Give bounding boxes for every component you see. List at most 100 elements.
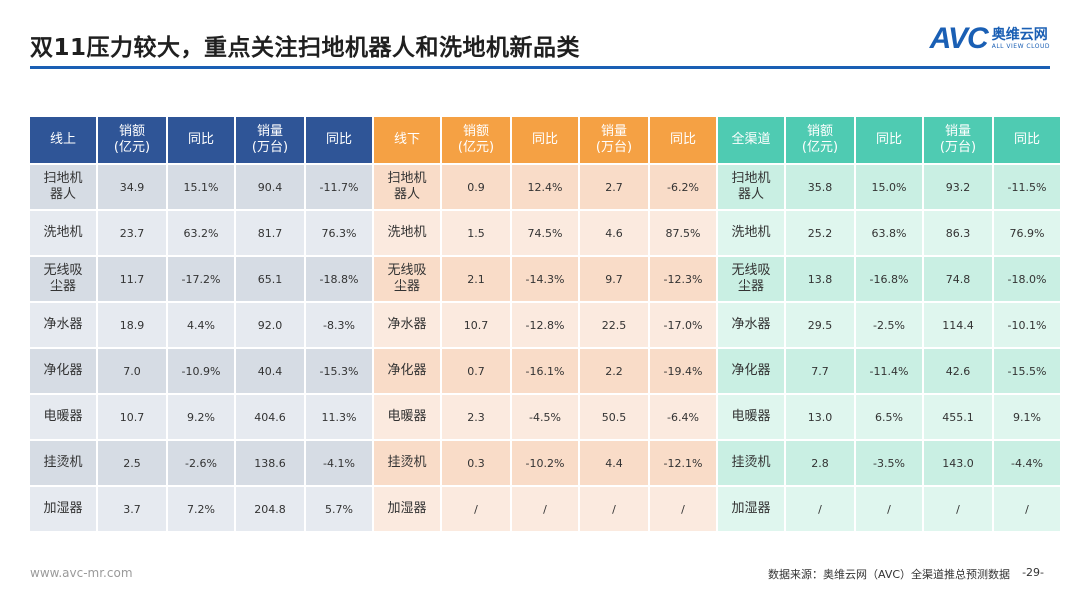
all-volume-cell: 93.2 — [924, 165, 992, 209]
all-amount-yoy-cell: -2.5% — [856, 303, 922, 347]
online-amount-cell: 10.7 — [98, 395, 166, 439]
all-category-cell: 净化器 — [718, 349, 784, 393]
header-offline-volume-yoy: 同比 — [650, 117, 716, 163]
header-online-amount: 销额 (亿元) — [98, 117, 166, 163]
online-volume-cell: 40.4 — [236, 349, 304, 393]
online-volume-cell: 92.0 — [236, 303, 304, 347]
header-all-amount-yoy: 同比 — [856, 117, 922, 163]
header-offline-volume: 销量 (万台) — [580, 117, 648, 163]
offline-volume-cell: 4.6 — [580, 211, 648, 255]
online-volume-yoy-cell: -11.7% — [306, 165, 372, 209]
online-amount-yoy-cell: 15.1% — [168, 165, 234, 209]
online-amount-cell: 11.7 — [98, 257, 166, 301]
offline-amount-yoy-cell: 12.4% — [512, 165, 578, 209]
header-all-volume-yoy: 同比 — [994, 117, 1060, 163]
online-volume-yoy-cell: 76.3% — [306, 211, 372, 255]
offline-amount-cell: 0.7 — [442, 349, 510, 393]
offline-volume-yoy-cell: -6.4% — [650, 395, 716, 439]
all-amount-yoy-cell: -11.4% — [856, 349, 922, 393]
online-amount-yoy-cell: -10.9% — [168, 349, 234, 393]
header-online-volume: 销量 (万台) — [236, 117, 304, 163]
offline-amount-yoy-cell: -14.3% — [512, 257, 578, 301]
title-divider — [30, 66, 1050, 69]
online-amount-yoy-cell: -17.2% — [168, 257, 234, 301]
offline-volume-cell: 9.7 — [580, 257, 648, 301]
website-url: www.avc-mr.com — [30, 566, 133, 580]
offline-volume-cell: 4.4 — [580, 441, 648, 485]
all-category-cell: 电暖器 — [718, 395, 784, 439]
online-volume-yoy-cell: 5.7% — [306, 487, 372, 531]
all-volume-cell: 74.8 — [924, 257, 992, 301]
header-offline-amount: 销额 (亿元) — [442, 117, 510, 163]
online-volume-cell: 138.6 — [236, 441, 304, 485]
online-amount-yoy-cell: 63.2% — [168, 211, 234, 255]
online-category-cell: 净化器 — [30, 349, 96, 393]
offline-amount-cell: 2.3 — [442, 395, 510, 439]
offline-category-cell: 电暖器 — [374, 395, 440, 439]
online-volume-cell: 404.6 — [236, 395, 304, 439]
offline-amount-cell: 10.7 — [442, 303, 510, 347]
header-online-volume-yoy: 同比 — [306, 117, 372, 163]
offline-category-cell: 洗地机 — [374, 211, 440, 255]
all-volume-cell: 114.4 — [924, 303, 992, 347]
online-amount-cell: 23.7 — [98, 211, 166, 255]
all-volume-cell: / — [924, 487, 992, 531]
online-volume-cell: 90.4 — [236, 165, 304, 209]
page-title: 双11压力较大，重点关注扫地机器人和洗地机新品类 — [30, 35, 581, 61]
offline-amount-cell: 2.1 — [442, 257, 510, 301]
offline-category-cell: 挂烫机 — [374, 441, 440, 485]
offline-volume-cell: / — [580, 487, 648, 531]
all-amount-cell: 13.0 — [786, 395, 854, 439]
offline-volume-yoy-cell: -12.1% — [650, 441, 716, 485]
offline-category-cell: 扫地机 器人 — [374, 165, 440, 209]
table-body: 扫地机 器人 34.9 15.1% 90.4 -11.7% 扫地机 器人 0.9 12.4% 2.7… — [30, 165, 1060, 531]
all-amount-cell: 25.2 — [786, 211, 854, 255]
online-volume-cell: 204.8 — [236, 487, 304, 531]
online-category-cell: 挂烫机 — [30, 441, 96, 485]
logo-cn-text: 奥维云网 — [991, 27, 1048, 43]
header-all-amount: 销额 (亿元) — [786, 117, 854, 163]
online-category-cell: 净水器 — [30, 303, 96, 347]
online-amount-yoy-cell: -2.6% — [168, 441, 234, 485]
online-amount-cell: 3.7 — [98, 487, 166, 531]
all-category-cell: 无线吸 尘器 — [718, 257, 784, 301]
table-row: 电暖器 10.7 9.2% 404.6 11.3% 电暖器 2.3 -4.5% 50.5 -6.4… — [30, 395, 1060, 439]
all-amount-cell: 35.8 — [786, 165, 854, 209]
all-amount-yoy-cell: 6.5% — [856, 395, 922, 439]
footer-source-block: 数据来源：奥维云网（AVC）全渠道推总预测数据 -29- — [768, 566, 1044, 582]
table-row: 加湿器 3.7 7.2% 204.8 5.7% 加湿器 / / / / 加湿器 / / / / — [30, 487, 1060, 531]
online-volume-cell: 81.7 — [236, 211, 304, 255]
offline-amount-cell: / — [442, 487, 510, 531]
online-amount-yoy-cell: 4.4% — [168, 303, 234, 347]
table-row: 净水器 18.9 4.4% 92.0 -8.3% 净水器 10.7 -12.8% 22.5 -17… — [30, 303, 1060, 347]
online-amount-cell: 2.5 — [98, 441, 166, 485]
online-amount-cell: 18.9 — [98, 303, 166, 347]
all-volume-cell: 42.6 — [924, 349, 992, 393]
header-offline-amount-yoy: 同比 — [512, 117, 578, 163]
table-row: 净化器 7.0 -10.9% 40.4 -15.3% 净化器 0.7 -16.1% 2.2 -19… — [30, 349, 1060, 393]
all-category-cell: 加湿器 — [718, 487, 784, 531]
all-volume-yoy-cell: 9.1% — [994, 395, 1060, 439]
offline-volume-cell: 22.5 — [580, 303, 648, 347]
all-amount-cell: / — [786, 487, 854, 531]
offline-category-cell: 加湿器 — [374, 487, 440, 531]
online-category-cell: 洗地机 — [30, 211, 96, 255]
offline-amount-cell: 0.3 — [442, 441, 510, 485]
offline-category-cell: 净水器 — [374, 303, 440, 347]
offline-volume-cell: 50.5 — [580, 395, 648, 439]
all-volume-yoy-cell: / — [994, 487, 1060, 531]
offline-category-cell: 净化器 — [374, 349, 440, 393]
offline-amount-yoy-cell: 74.5% — [512, 211, 578, 255]
all-volume-yoy-cell: 76.9% — [994, 211, 1060, 255]
all-volume-cell: 455.1 — [924, 395, 992, 439]
online-category-cell: 加湿器 — [30, 487, 96, 531]
all-category-cell: 扫地机 器人 — [718, 165, 784, 209]
all-amount-yoy-cell: -3.5% — [856, 441, 922, 485]
offline-amount-yoy-cell: -16.1% — [512, 349, 578, 393]
online-volume-yoy-cell: -4.1% — [306, 441, 372, 485]
all-category-cell: 洗地机 — [718, 211, 784, 255]
offline-volume-yoy-cell: / — [650, 487, 716, 531]
offline-amount-yoy-cell: -4.5% — [512, 395, 578, 439]
offline-amount-cell: 0.9 — [442, 165, 510, 209]
online-volume-cell: 65.1 — [236, 257, 304, 301]
